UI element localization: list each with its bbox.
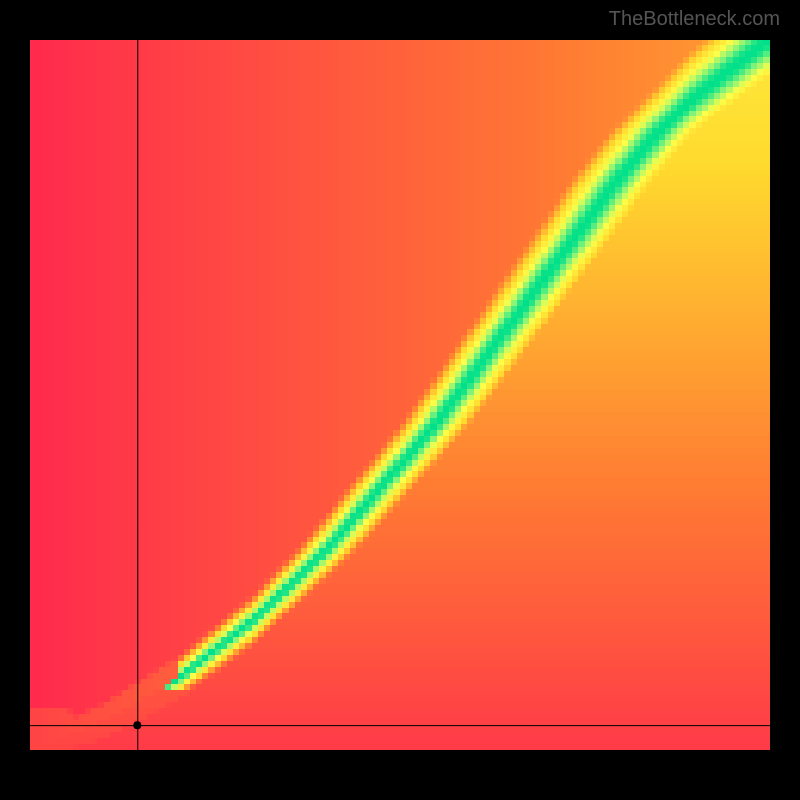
watermark-text: TheBottleneck.com bbox=[609, 8, 780, 31]
heatmap-plot bbox=[30, 40, 770, 750]
chart-container: TheBottleneck.com bbox=[0, 0, 800, 800]
heatmap-canvas bbox=[30, 40, 770, 750]
